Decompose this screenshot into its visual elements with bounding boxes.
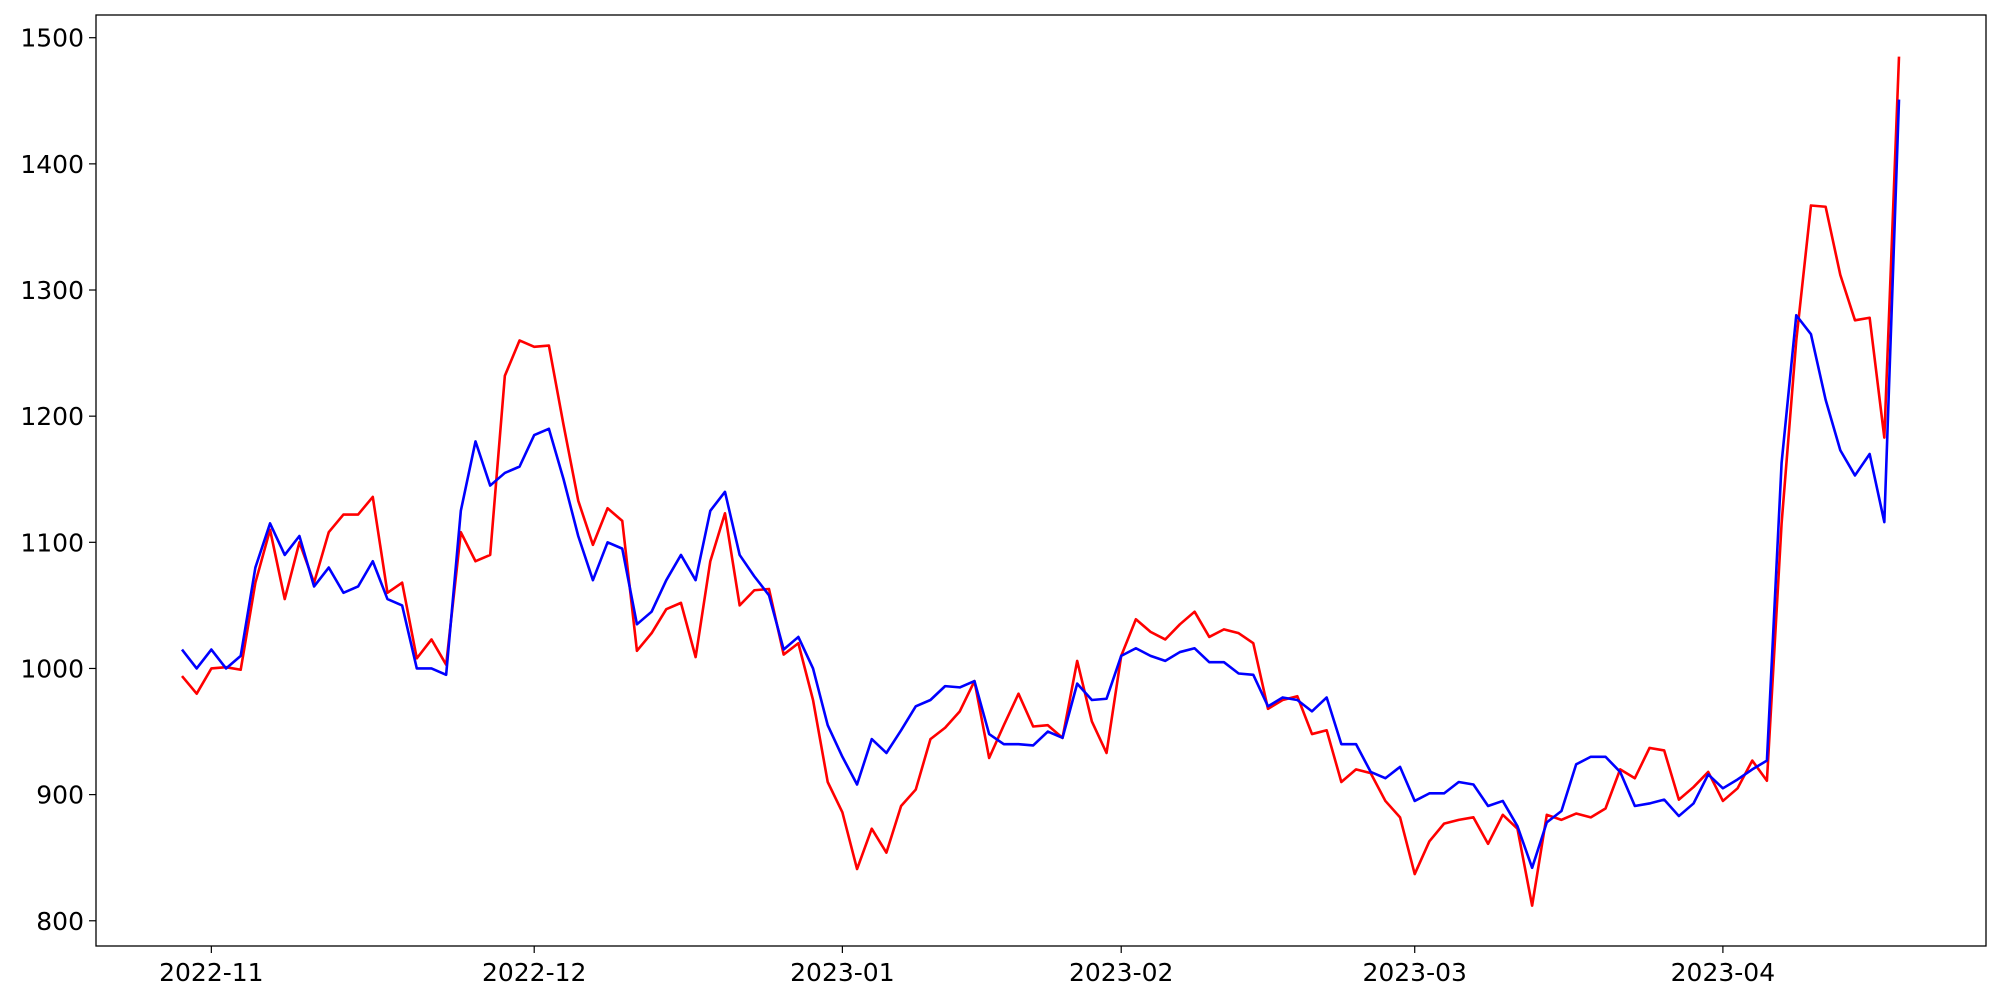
line-series (180, 99, 1901, 870)
x-tick-label: 2023-01 (790, 958, 894, 987)
y-tick-label: 1500 (20, 24, 84, 53)
y-tick-label: 1300 (20, 276, 84, 305)
x-tick-label: 2023-04 (1671, 958, 1775, 987)
line-series (181, 56, 1901, 907)
y-tick-label: 800 (36, 907, 84, 936)
y-tick-label: 1200 (20, 402, 84, 431)
y-tick-label: 900 (36, 781, 84, 810)
x-tick-label: 2023-02 (1069, 958, 1173, 987)
y-tick-label: 1100 (20, 528, 84, 557)
x-tick-label: 2022-12 (482, 958, 586, 987)
x-tick-label: 2023-03 (1362, 958, 1466, 987)
y-tick-label: 1000 (20, 654, 84, 683)
plot-frame (95, 14, 1987, 947)
x-tick-label: 2022-11 (159, 958, 263, 987)
y-tick-label: 1400 (20, 150, 84, 179)
